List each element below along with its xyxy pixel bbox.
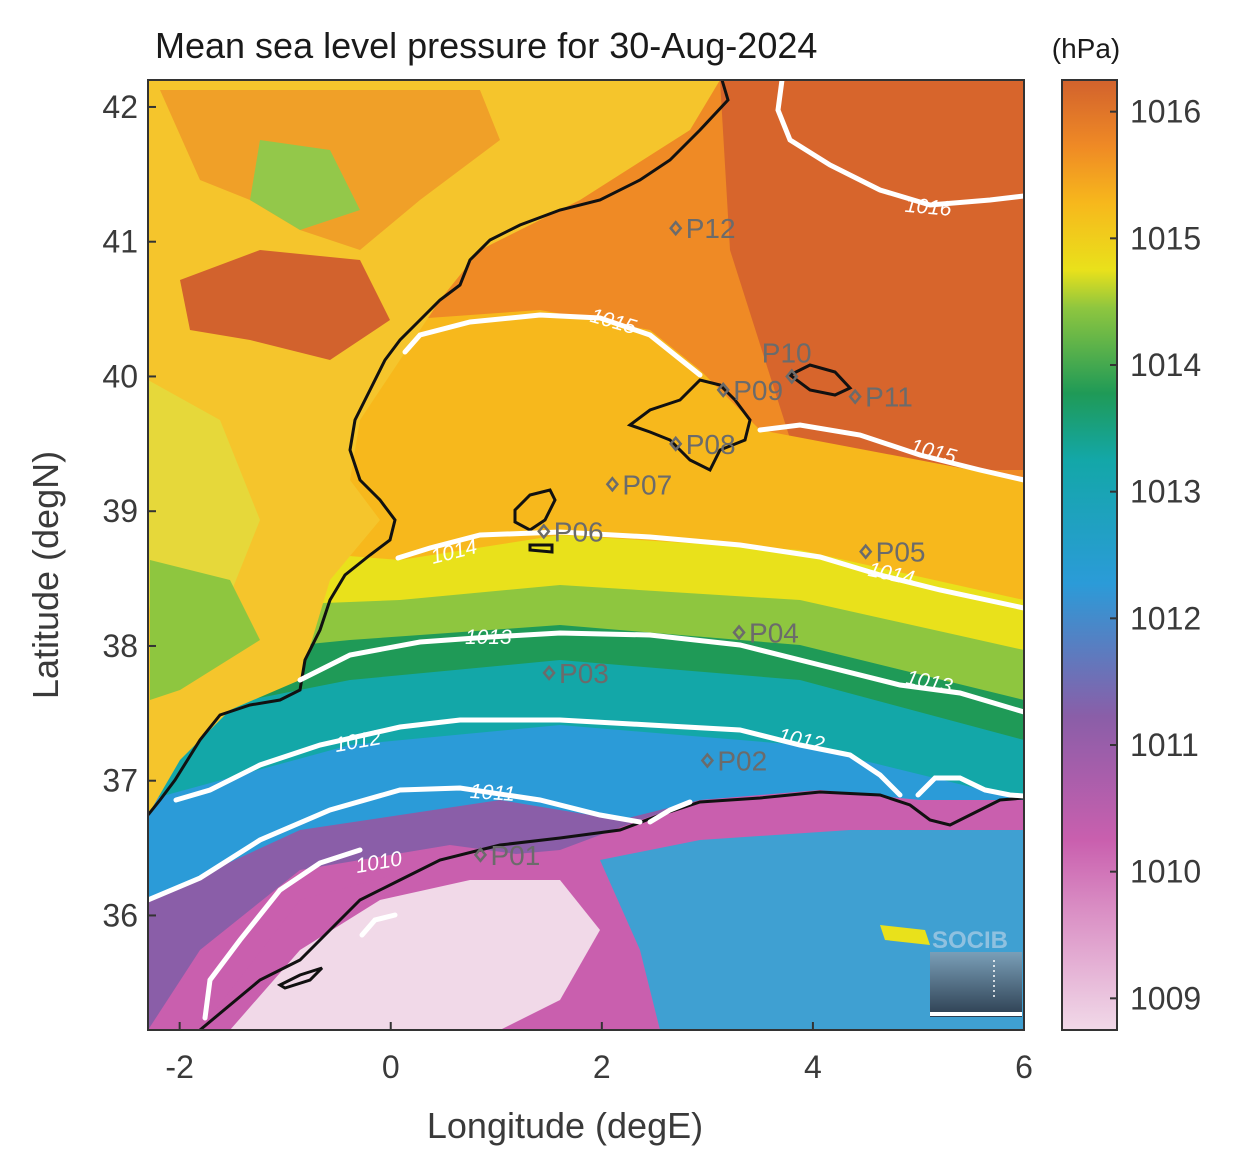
x-axis-ticks: -2 0 2 4 6 (165, 1022, 1033, 1085)
colorbar: (hPa) 1009 1010 1011 1012 1013 1014 1015 1016 (1052, 33, 1201, 1031)
isobar-1011-b (647, 799, 693, 825)
y-tick-label: 40 (102, 358, 138, 394)
y-tick-label: 38 (102, 628, 138, 664)
station-marker (669, 435, 683, 452)
x-tick-label: 0 (382, 1049, 400, 1085)
x-tick-label: 4 (804, 1049, 822, 1085)
station-marker (537, 523, 551, 540)
station-label: P06 (554, 516, 604, 547)
isobar-label: 1011 (469, 780, 516, 806)
colorbar-tick-label: 1010 (1130, 854, 1201, 890)
station-label: P07 (622, 469, 672, 500)
station-marker (700, 752, 715, 769)
station-label: P09 (733, 375, 783, 406)
station-label: P01 (490, 840, 540, 871)
isobar-1016 (775, 80, 1024, 208)
station-marker (605, 476, 620, 493)
colorbar-tick-label: 1014 (1130, 347, 1201, 383)
x-tick-label: 2 (593, 1049, 611, 1085)
station-markers: P01 P02 P03 P04 P05 P06 P07 P08 P09 P10 P11 P12 (473, 213, 926, 871)
x-tick-label: 6 (1015, 1049, 1033, 1085)
map-title: Mean sea level pressure for 30-Aug-2024 (155, 25, 817, 66)
isobars (148, 80, 1024, 1021)
station-marker (785, 368, 799, 385)
x-axis-label: Longitude (degE) (427, 1105, 703, 1146)
colorbar-tick-label: 1015 (1130, 220, 1201, 256)
isobar-1010-b (359, 912, 398, 938)
isobar-1010 (202, 847, 363, 1021)
isobar-1011 (148, 785, 643, 903)
station-marker (473, 846, 488, 863)
station-marker (859, 543, 873, 560)
isobar-1015-north (402, 312, 703, 378)
isobar-label: 1013 (465, 626, 512, 649)
station-label: P12 (686, 213, 736, 244)
station-marker (716, 381, 730, 398)
map-frame (147, 79, 1025, 1031)
y-tick-label: 36 (102, 897, 138, 933)
y-tick-label: 42 (102, 89, 138, 125)
station-label: P05 (876, 537, 926, 568)
y-tick-label: 39 (102, 493, 138, 529)
x-tick-label: -2 (165, 1049, 193, 1085)
isobar-1012 (173, 717, 903, 803)
logo-text: SOCIB (932, 927, 1008, 954)
colorbar-tick-label: 1012 (1130, 600, 1201, 636)
colorbar-tick-label: 1009 (1130, 980, 1201, 1016)
y-tick-label: 37 (102, 763, 138, 799)
colorbar-tick-label: 1013 (1130, 474, 1201, 510)
station-marker (848, 388, 862, 405)
isobar-1012-loop (915, 775, 1024, 799)
station-label: P04 (749, 617, 799, 648)
isobar-1013 (297, 630, 1024, 715)
isobar-1015-east (757, 422, 1024, 483)
station-label: P11 (865, 382, 913, 413)
station-marker (732, 624, 746, 641)
colorbar-unit: (hPa) (1052, 33, 1120, 64)
isobar-1014 (395, 529, 1024, 611)
y-tick-label: 41 (102, 224, 138, 260)
station-marker (542, 664, 556, 681)
station-label: P10 (762, 337, 812, 368)
y-axis-ticks: 36 37 38 39 40 41 42 (102, 89, 156, 933)
colorbar-tick-label: 1011 (1130, 727, 1199, 763)
pressure-field (148, 80, 1024, 1030)
station-label: P03 (559, 658, 609, 689)
colorbar-gradient (1061, 79, 1118, 1031)
colorbar-ticks: 1009 1010 1011 1012 1013 1014 1015 1016 (1110, 94, 1201, 1016)
station-label: P08 (686, 429, 736, 460)
colorbar-tick-label: 1016 (1130, 94, 1201, 130)
socib-logo: SOCIB (930, 927, 1022, 1017)
station-marker (669, 220, 683, 237)
y-axis-label: Latitude (degN) (25, 451, 66, 699)
station-label: P02 (717, 745, 767, 776)
isobar-label: 1016 (904, 194, 953, 221)
